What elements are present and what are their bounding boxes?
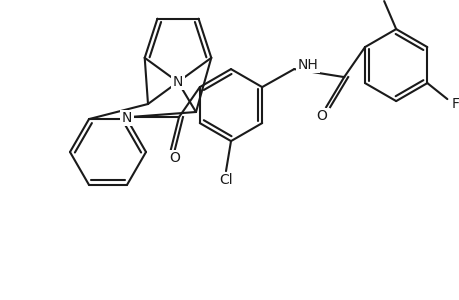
Text: NH: NH	[297, 58, 318, 72]
Text: F: F	[450, 97, 459, 111]
Text: O: O	[169, 151, 180, 165]
Text: N: N	[122, 111, 132, 125]
Text: N: N	[173, 75, 183, 89]
Text: Cl: Cl	[218, 173, 232, 187]
Text: O: O	[316, 109, 327, 123]
